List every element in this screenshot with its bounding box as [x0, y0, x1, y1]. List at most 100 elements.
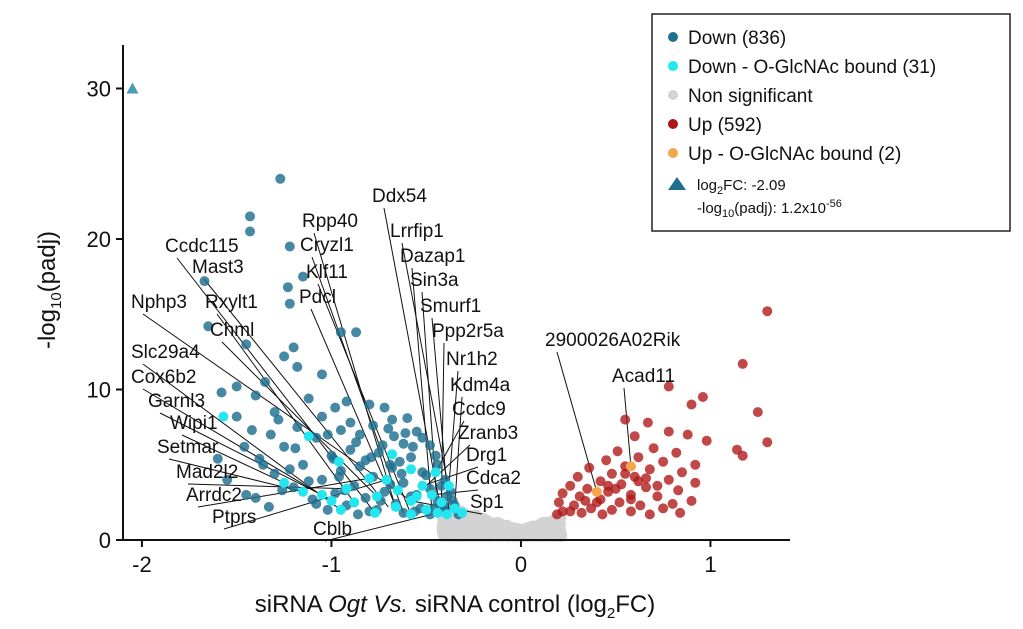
ns-point [437, 517, 448, 528]
down-point [396, 468, 407, 479]
down-point [345, 417, 356, 428]
down-point [421, 470, 432, 481]
non-significant-points [436, 499, 568, 542]
gene-label: Slc29a4 [131, 342, 200, 363]
gene-labels: Ddx54 Rpp40 Lrrfip1 Cryzl1 Dazap1 Ccdc115Mast… [131, 186, 681, 540]
down-point [250, 492, 261, 503]
up-point [635, 500, 646, 511]
up-point [603, 480, 614, 491]
gene-label: Ptprs [212, 507, 256, 528]
ns-point [497, 519, 508, 529]
legend-label: Up - O-GlcNAc bound (2) [688, 144, 901, 165]
down-point [398, 507, 409, 518]
down-point [250, 390, 261, 401]
ns-point [528, 530, 539, 541]
up-point [686, 399, 697, 410]
down-point [389, 431, 399, 442]
gene-label: Lrrfip1 [390, 221, 444, 242]
down-point [402, 413, 413, 424]
down-point [303, 393, 314, 404]
gene-label: Wipi1 [170, 413, 218, 434]
gene-label: Cox6b2 [131, 367, 197, 388]
legend-label: Down - O-GlcNAc bound (31) [688, 57, 936, 78]
up-point [652, 480, 663, 491]
down-bound-point [457, 507, 468, 518]
gene-label: Acad11 [612, 366, 675, 387]
up-point [677, 467, 687, 478]
up-point [591, 497, 602, 508]
up-point [620, 414, 631, 425]
down-point [387, 414, 398, 425]
x-tick-label: -2 [132, 552, 152, 577]
down-bound-point [335, 504, 346, 515]
up-point [557, 488, 568, 499]
leader-line [187, 483, 347, 490]
down-point [398, 477, 409, 488]
legend: Down (836) Down - O-GlcNAc bound (31) Non … [651, 13, 1011, 232]
up-point [671, 447, 682, 458]
gene-label: Nphp3 [131, 292, 187, 313]
down-bound-point [349, 497, 360, 508]
up-point [601, 455, 612, 466]
x-tick-label: -1 [322, 552, 342, 577]
down-point [282, 282, 293, 293]
down-point [203, 321, 214, 332]
down-point [334, 471, 344, 482]
up-point [625, 506, 636, 517]
down-bound-point [334, 456, 344, 467]
gene-label: Rpp40 [302, 211, 358, 232]
down-point [241, 339, 252, 350]
down-point [345, 444, 356, 455]
up-point [737, 358, 748, 369]
leader-line [310, 308, 397, 508]
up-point [625, 494, 636, 505]
gene-label: Rxylt1 [205, 292, 258, 313]
down-bound-point [326, 495, 337, 506]
down-point [360, 492, 371, 503]
leader-line [142, 313, 412, 502]
down-point [351, 437, 362, 448]
down-point [379, 402, 390, 413]
down-point [398, 438, 409, 449]
down-point [322, 504, 333, 515]
leader-line [181, 434, 285, 484]
down-point [349, 480, 360, 491]
ns-point [509, 531, 520, 541]
down-point [317, 474, 327, 485]
gene-label: Kdm4a [450, 375, 511, 396]
ns-point [475, 517, 486, 527]
down-point [407, 441, 418, 452]
leader-line [448, 370, 459, 486]
down-point [311, 432, 322, 443]
down-bound-point [443, 480, 454, 491]
down-point [366, 452, 377, 463]
down-point [231, 381, 242, 392]
down-point [430, 450, 441, 461]
up-point [565, 480, 576, 491]
down-bound-point [421, 504, 432, 515]
down-bound-point [317, 489, 327, 500]
gene-label: Smurf1 [420, 296, 481, 317]
gene-label: Sp1 [470, 492, 504, 513]
up-point [565, 506, 576, 517]
legend-marker [668, 119, 678, 129]
up-point [675, 507, 686, 518]
up-point [762, 306, 773, 317]
up-point [663, 381, 674, 392]
leader-line [313, 232, 397, 509]
gene-label: Klf11 [306, 262, 348, 283]
up-point [614, 497, 625, 508]
down-point [298, 459, 308, 470]
outlier-triangle [126, 82, 139, 94]
ns-point [467, 518, 478, 529]
down-point [400, 428, 411, 439]
gene-label: Garnl3 [148, 391, 205, 412]
gene-label: Drg1 [466, 445, 507, 466]
down-point [354, 461, 365, 472]
down-point [377, 440, 388, 451]
down-point [364, 399, 375, 410]
gene-label: Ccdc9 [452, 399, 506, 420]
ns-point [543, 520, 553, 531]
gene-label: Mast3 [192, 257, 244, 278]
